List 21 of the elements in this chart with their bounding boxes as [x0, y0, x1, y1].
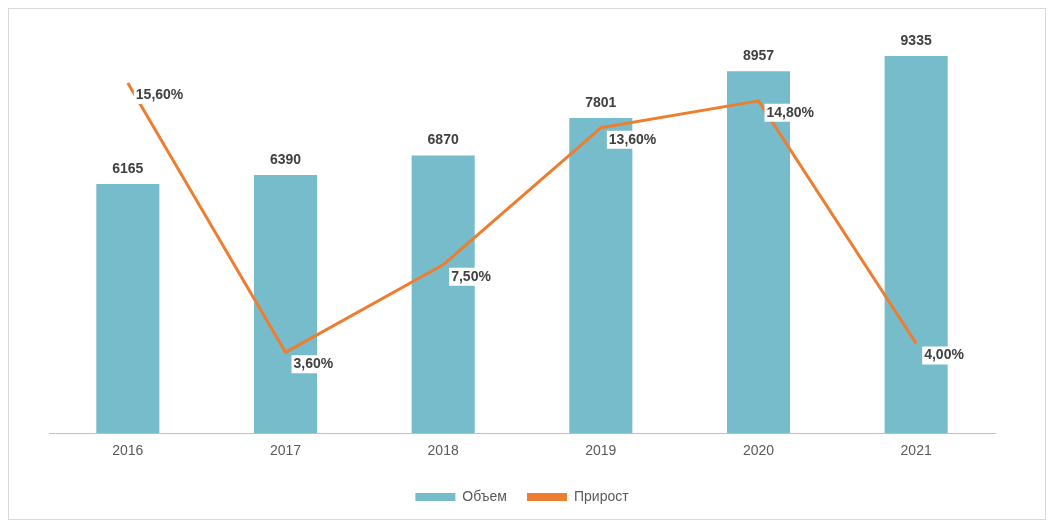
legend-label: Объем — [462, 487, 507, 504]
data-label: 3,60% — [293, 355, 334, 372]
x-tick-label: 2017 — [269, 442, 302, 459]
data-label: 7801 — [585, 93, 617, 110]
data-label: 6870 — [427, 131, 459, 148]
legend-label: Прирост — [573, 487, 630, 504]
data-label: 7,50% — [451, 267, 492, 284]
data-label: 13,60% — [608, 130, 657, 147]
x-tick-label: 2018 — [427, 442, 459, 459]
x-tick-label: 2021 — [900, 442, 932, 459]
bar — [96, 184, 160, 434]
data-label: 6165 — [112, 159, 144, 176]
data-label: 6390 — [269, 150, 302, 167]
x-tick-label: 2020 — [742, 442, 775, 459]
x-tick-label: 2016 — [112, 442, 144, 459]
data-label: 9335 — [900, 31, 932, 48]
x-tick-label: 2019 — [585, 442, 617, 459]
data-label: 8957 — [742, 47, 775, 64]
data-label: 14,80% — [766, 103, 815, 120]
data-label: 15,60% — [135, 85, 184, 102]
data-label: 4,00% — [924, 346, 965, 363]
